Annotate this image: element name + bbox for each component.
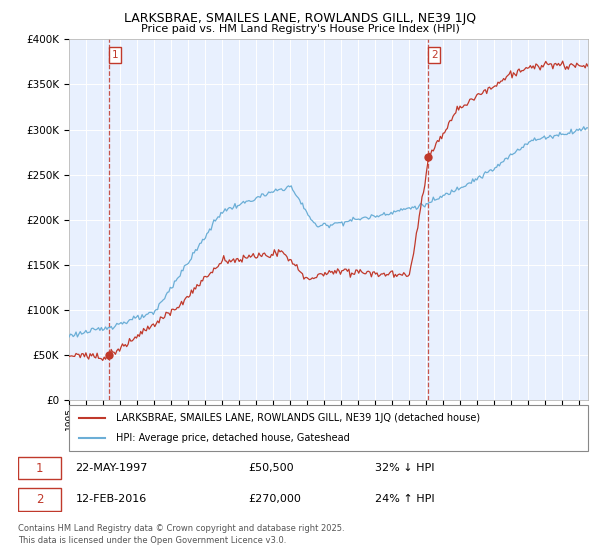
Text: Price paid vs. HM Land Registry's House Price Index (HPI): Price paid vs. HM Land Registry's House … [140, 24, 460, 34]
Text: 24% ↑ HPI: 24% ↑ HPI [375, 494, 435, 505]
FancyBboxPatch shape [18, 457, 61, 479]
Text: LARKSBRAE, SMAILES LANE, ROWLANDS GILL, NE39 1JQ: LARKSBRAE, SMAILES LANE, ROWLANDS GILL, … [124, 12, 476, 25]
Text: 2: 2 [431, 50, 437, 60]
Text: LARKSBRAE, SMAILES LANE, ROWLANDS GILL, NE39 1JQ (detached house): LARKSBRAE, SMAILES LANE, ROWLANDS GILL, … [116, 413, 480, 423]
Text: Contains HM Land Registry data © Crown copyright and database right 2025.: Contains HM Land Registry data © Crown c… [18, 524, 344, 533]
Text: 2: 2 [36, 493, 43, 506]
Text: HPI: Average price, detached house, Gateshead: HPI: Average price, detached house, Gate… [116, 433, 349, 443]
Text: £50,500: £50,500 [248, 463, 294, 473]
Text: 1: 1 [112, 50, 119, 60]
Text: 32% ↓ HPI: 32% ↓ HPI [375, 463, 434, 473]
FancyBboxPatch shape [18, 488, 61, 511]
Text: This data is licensed under the Open Government Licence v3.0.: This data is licensed under the Open Gov… [18, 536, 286, 545]
Text: 1: 1 [36, 462, 43, 475]
Text: 22-MAY-1997: 22-MAY-1997 [76, 463, 148, 473]
FancyBboxPatch shape [69, 405, 588, 451]
Text: £270,000: £270,000 [248, 494, 301, 505]
Text: 12-FEB-2016: 12-FEB-2016 [76, 494, 147, 505]
